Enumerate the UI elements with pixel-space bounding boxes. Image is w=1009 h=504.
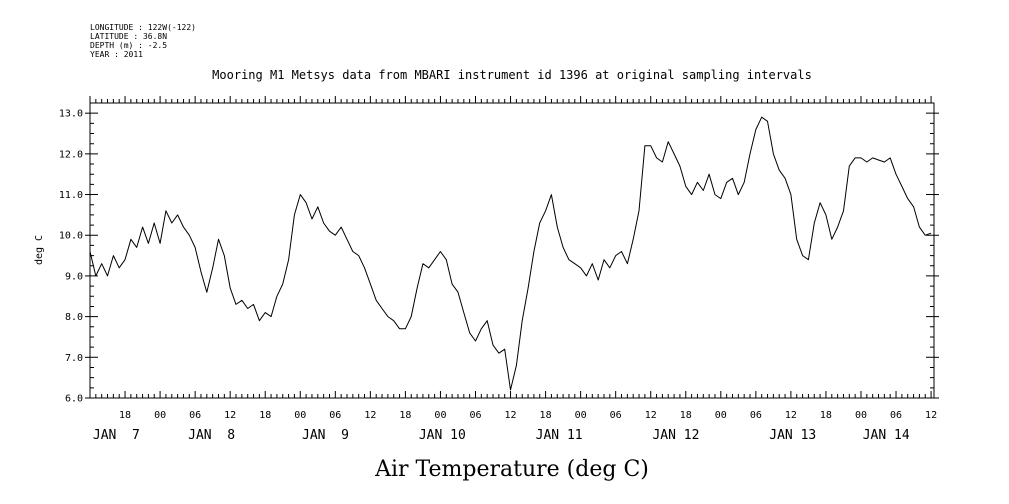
x-hour-label: 12 bbox=[224, 410, 236, 421]
x-hour-label: 18 bbox=[820, 410, 832, 421]
bottom-tick-marks bbox=[89, 391, 932, 398]
y-tick-label: 11.0 bbox=[59, 190, 83, 201]
x-hour-label: 06 bbox=[750, 410, 762, 421]
x-hour-label: 00 bbox=[294, 410, 306, 421]
y-tick-label: 10.0 bbox=[59, 231, 83, 242]
y-tick-label: 6.0 bbox=[65, 394, 83, 405]
x-hour-label: 06 bbox=[890, 410, 902, 421]
y-tick-label: 9.0 bbox=[65, 271, 83, 282]
y-tick-label: 13.0 bbox=[59, 109, 83, 120]
x-hour-label: 12 bbox=[785, 410, 797, 421]
x-hour-label: 12 bbox=[925, 410, 937, 421]
x-day-label: JAN 8 bbox=[188, 428, 235, 443]
latitude-label: LATITUDE : 36.8N bbox=[90, 32, 167, 41]
x-hour-label: 18 bbox=[259, 410, 271, 421]
x-axis: 18 00 06 12 18 00 06 12 18 00 06 12 18 00 06 12 18 00 06 12… bbox=[93, 410, 937, 443]
x-hour-label: 00 bbox=[154, 410, 166, 421]
x-hour-label: 12 bbox=[505, 410, 517, 421]
y-tick-label: 7.0 bbox=[65, 353, 83, 364]
x-hour-label: 18 bbox=[680, 410, 692, 421]
y-tick-label: 12.0 bbox=[59, 149, 83, 160]
x-hour-label: 12 bbox=[645, 410, 657, 421]
x-hour-label: 18 bbox=[540, 410, 552, 421]
longitude-label: LONGITUDE : 122W(-122) bbox=[90, 23, 196, 32]
right-tick-marks bbox=[926, 102, 934, 399]
metadata-block: LONGITUDE : 122W(-122) LATITUDE : 36.8N … bbox=[90, 23, 196, 59]
x-hour-label: 00 bbox=[855, 410, 867, 421]
x-hour-label: 06 bbox=[329, 410, 341, 421]
x-hour-label: 18 bbox=[399, 410, 411, 421]
x-hour-label: 12 bbox=[364, 410, 376, 421]
y-tick-label: 8.0 bbox=[65, 312, 83, 323]
year-label: YEAR : 2011 bbox=[90, 50, 143, 59]
y-axis: 6.0 7.0 8.0 9.0 10.0 11.0 12.0 13.0 bbox=[59, 109, 939, 405]
x-day-label: JAN 12 bbox=[652, 428, 699, 443]
series-line bbox=[89, 116, 932, 391]
x-day-label: JAN 14 bbox=[863, 428, 910, 443]
x-day-label: JAN 13 bbox=[769, 428, 816, 443]
chart-title: Mooring M1 Metsys data from MBARI instru… bbox=[212, 68, 812, 82]
x-hour-label: 06 bbox=[189, 410, 201, 421]
frame-ticks bbox=[89, 96, 934, 399]
y-axis-label: deg C bbox=[34, 235, 45, 265]
plot-frame bbox=[89, 102, 935, 399]
series-layer bbox=[89, 116, 932, 391]
x-day-label: JAN 7 bbox=[93, 428, 140, 443]
chart-caption: Air Temperature (deg C) bbox=[374, 457, 649, 482]
x-day-label: JAN 11 bbox=[536, 428, 583, 443]
depth-label: DEPTH (m) : -2.5 bbox=[90, 41, 167, 50]
x-hour-label: 00 bbox=[575, 410, 587, 421]
x-hour-label: 06 bbox=[469, 410, 481, 421]
x-hour-label: 00 bbox=[434, 410, 446, 421]
x-day-label: JAN 9 bbox=[302, 428, 349, 443]
left-tick-marks bbox=[90, 102, 98, 399]
x-day-label: JAN 10 bbox=[419, 428, 466, 443]
x-hour-label: 06 bbox=[610, 410, 622, 421]
x-hour-label: 00 bbox=[715, 410, 727, 421]
top-tick-marks bbox=[89, 96, 932, 103]
x-hour-label: 18 bbox=[119, 410, 131, 421]
